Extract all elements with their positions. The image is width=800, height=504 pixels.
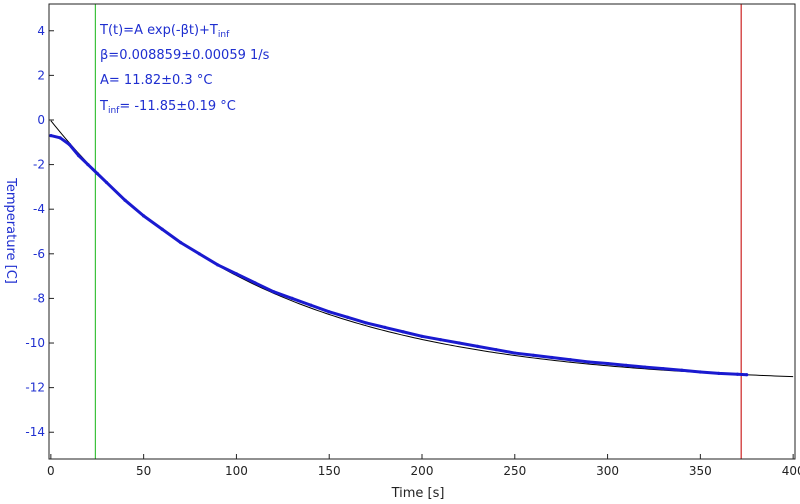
data-point — [67, 142, 72, 147]
data-point — [735, 372, 740, 376]
fit-formula-main: T(t)=A exp(-βt)+T — [99, 23, 218, 38]
data-point — [271, 290, 276, 294]
data-point — [661, 367, 665, 371]
fit-formula-subscript: inf — [218, 30, 230, 40]
data-point — [123, 198, 127, 202]
data-point — [216, 263, 220, 267]
y-tick-label: -2 — [33, 158, 45, 172]
data-point — [383, 325, 387, 330]
fit-tinf-main: T — [99, 99, 108, 114]
data-point — [698, 370, 702, 374]
x-tick-label: 250 — [503, 464, 526, 478]
x-axis-title: Time [s] — [391, 486, 445, 501]
y-tick-label: -14 — [25, 425, 45, 439]
y-tick-label: -12 — [25, 381, 45, 395]
x-tick-label: 100 — [225, 464, 248, 478]
data-point — [58, 136, 62, 140]
y-tick-label: 4 — [37, 24, 45, 38]
data-point — [717, 371, 721, 375]
data-point — [494, 348, 498, 352]
data-point — [624, 363, 628, 367]
data-point — [476, 344, 480, 348]
fit-formula: T(t)=A exp(-βt)+Tinf — [99, 23, 230, 40]
data-point — [680, 368, 684, 372]
data-point — [234, 272, 239, 276]
y-tick-label: -6 — [33, 247, 45, 261]
data-point — [605, 361, 610, 366]
data-point — [420, 334, 424, 338]
data-point — [401, 330, 406, 334]
data-point — [513, 351, 517, 355]
fit-tinf-value: = -11.85±0.19 °C — [119, 99, 235, 114]
x-axis-ticks: 0 50 100 150 200 250 300 350 400 — [47, 454, 800, 478]
data-point — [179, 241, 183, 245]
data-point — [309, 303, 313, 307]
y-tick-label: 0 — [37, 113, 45, 127]
y-tick-label: -10 — [25, 336, 45, 350]
x-tick-label: 50 — [136, 464, 151, 478]
data-point — [160, 227, 164, 231]
data-series-layer — [49, 133, 749, 377]
data-point — [327, 310, 331, 314]
data-point — [197, 252, 201, 256]
x-tick-label: 400 — [782, 464, 800, 478]
x-tick-label: 150 — [318, 464, 341, 478]
data-point — [142, 214, 146, 218]
y-axis-ticks: 4 2 0 -2 -4 -6 -8 -10 -12 -14 — [25, 24, 54, 439]
data-point — [531, 353, 535, 357]
data-point — [49, 133, 53, 138]
y-tick-label: -4 — [33, 202, 45, 216]
data-point — [290, 296, 294, 301]
data-point — [104, 180, 109, 185]
data-point — [587, 360, 591, 364]
data-point — [86, 162, 90, 167]
fit-tinf-subscript: inf — [108, 106, 120, 116]
data-point — [346, 315, 350, 319]
fit-amplitude: A= 11.82±0.3 °C — [100, 73, 212, 88]
data-series-0 — [50, 134, 747, 377]
x-tick-label: 0 — [47, 464, 55, 478]
x-tick-label: 200 — [411, 464, 434, 478]
data-point — [438, 338, 443, 342]
data-point — [568, 358, 573, 362]
y-tick-label: 2 — [37, 68, 45, 82]
fit-tinf: Tinf= -11.85±0.19 °C — [99, 99, 236, 116]
data-point — [77, 154, 81, 158]
x-tick-label: 300 — [596, 464, 619, 478]
y-tick-label: -8 — [33, 291, 45, 305]
y-axis-title: Temperature [C] — [3, 177, 18, 284]
fit-annotations: T(t)=A exp(-βt)+Tinf β=0.008859±0.00059 … — [99, 23, 270, 116]
data-point — [457, 341, 461, 345]
data-point — [95, 171, 99, 176]
data-point — [253, 281, 257, 285]
x-tick-label: 350 — [689, 464, 712, 478]
data-point — [643, 365, 647, 369]
data-point — [745, 373, 749, 377]
vertical-markers — [94, 4, 742, 459]
fit-beta: β=0.008859±0.00059 1/s — [100, 48, 270, 63]
data-point — [364, 321, 368, 325]
data-point — [550, 355, 554, 360]
